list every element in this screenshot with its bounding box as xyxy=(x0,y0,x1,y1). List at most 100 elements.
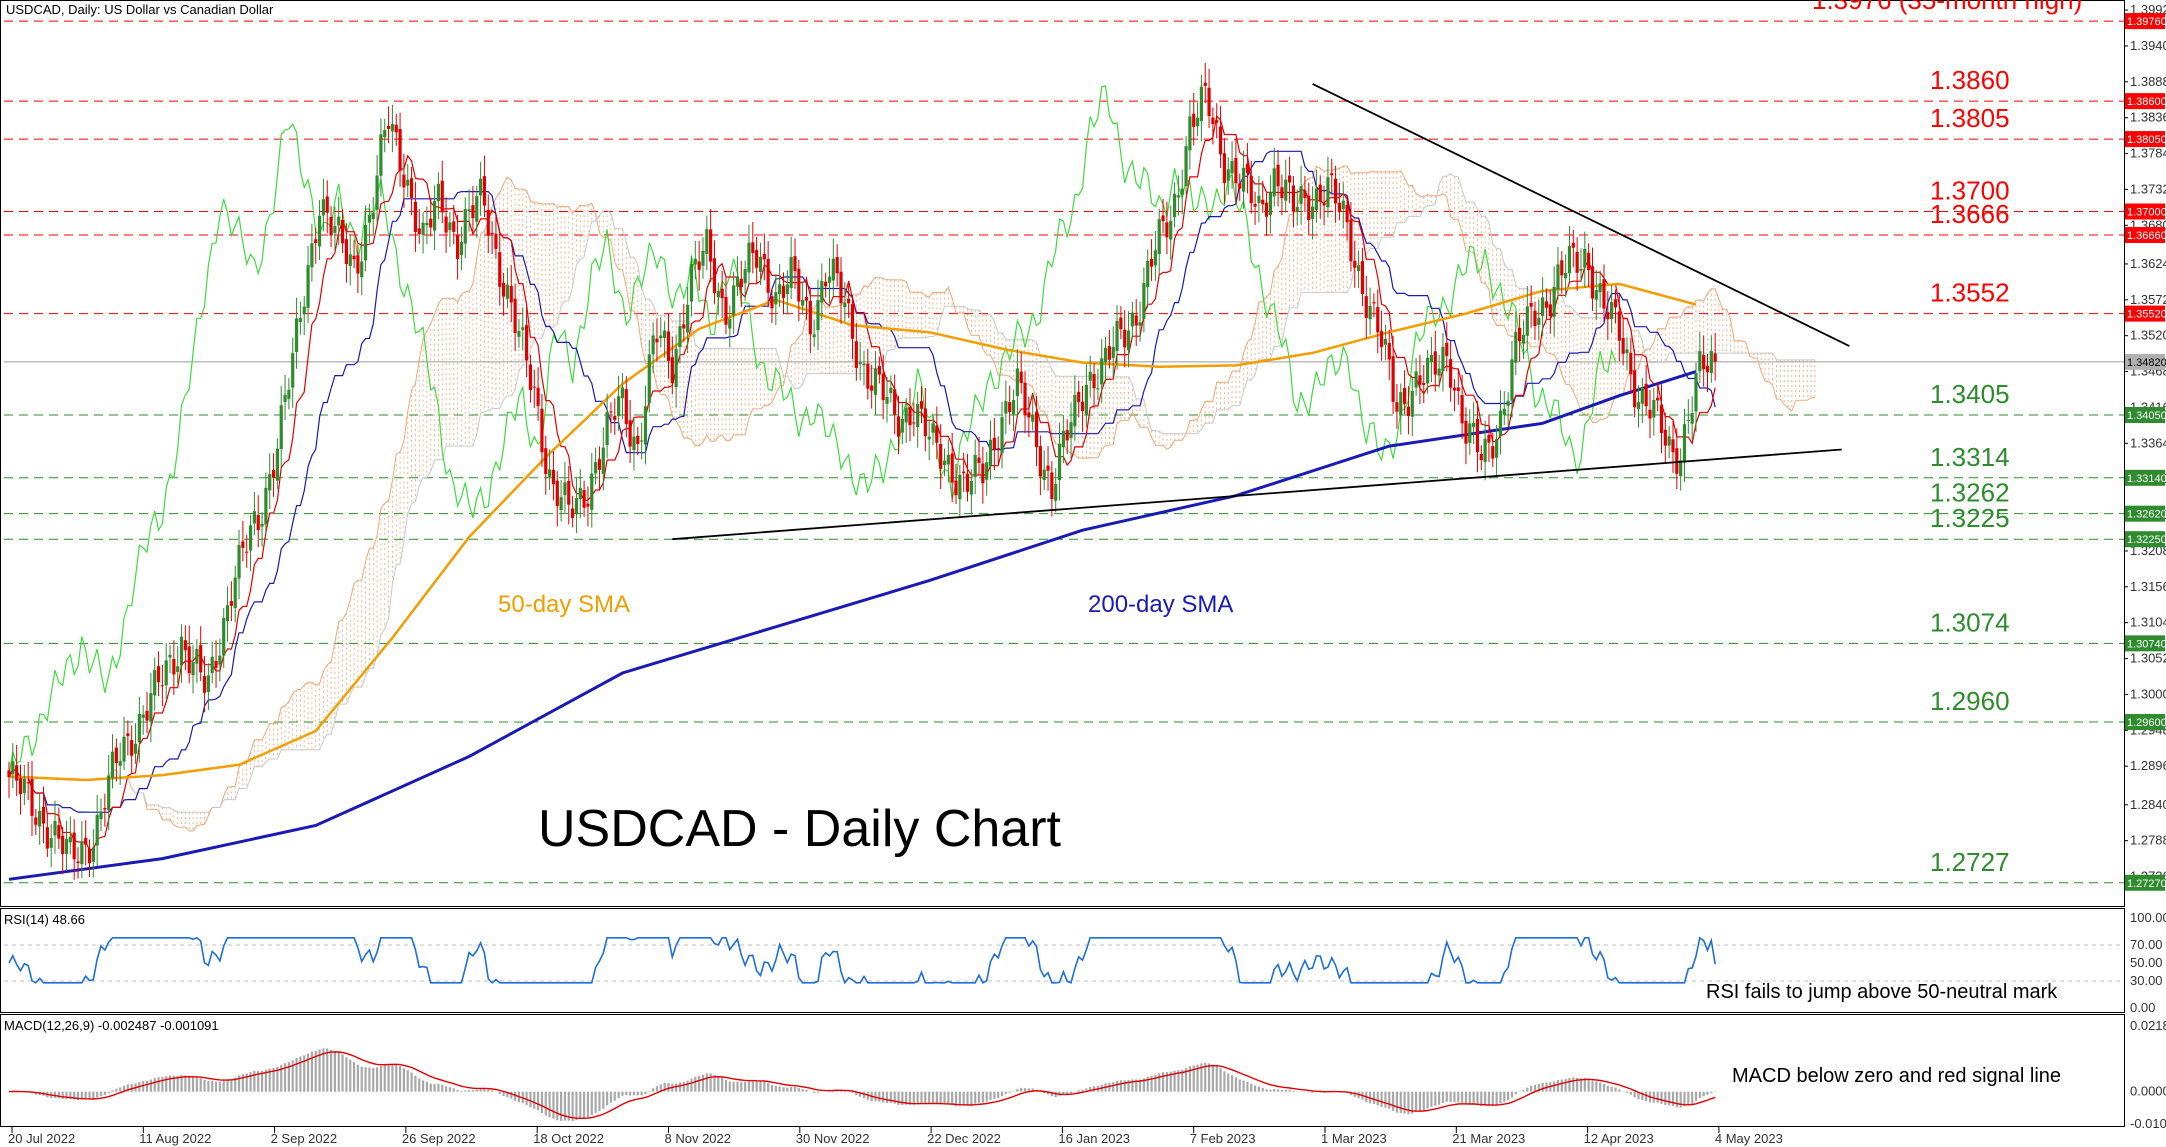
candle-body xyxy=(1353,261,1357,268)
candle-body xyxy=(1115,320,1119,351)
candle-body xyxy=(1441,346,1445,371)
candle-body xyxy=(482,176,487,206)
candle-body xyxy=(1395,402,1399,412)
candle-body xyxy=(413,201,418,232)
candle-body xyxy=(1345,204,1349,223)
candle-body xyxy=(1610,302,1614,319)
y-tick-label: 1.37320 xyxy=(2130,181,2166,196)
candle-body xyxy=(1705,365,1710,373)
candle-body xyxy=(563,482,567,496)
candle-body xyxy=(1126,330,1131,351)
candle-body xyxy=(417,228,421,235)
candle-body xyxy=(1464,420,1468,444)
x-tick-label: 30 Nov 2022 xyxy=(796,1131,870,1146)
y-tick-label: 1.28400 xyxy=(2130,797,2166,812)
candle-body xyxy=(946,454,950,465)
level-tag xyxy=(2125,13,2165,30)
candle-body xyxy=(1330,173,1334,176)
level-label: 1.3700 xyxy=(1930,176,2010,206)
candle-body xyxy=(632,436,636,451)
candle-body xyxy=(478,178,483,196)
candle-body xyxy=(1054,484,1058,501)
level-tag-text: 1.37000 xyxy=(2127,207,2166,219)
rsi-line xyxy=(8,936,1716,985)
candle-body xyxy=(475,196,479,222)
candle-body xyxy=(1226,169,1230,181)
candle-body xyxy=(340,220,345,244)
candle-body xyxy=(789,257,793,289)
candle-body xyxy=(1172,194,1177,218)
candle-body xyxy=(923,408,927,437)
candle-body xyxy=(80,841,84,865)
level-tag-text: 1.35520 xyxy=(2127,309,2166,321)
candle-body xyxy=(931,423,935,433)
y-tick-label: 1.30000 xyxy=(2130,686,2166,701)
candle-body xyxy=(962,471,966,474)
candle-body xyxy=(321,199,325,216)
candle-body xyxy=(1629,352,1633,375)
x-tick-label: 21 Mar 2023 xyxy=(1452,1131,1525,1146)
candle-body xyxy=(241,541,245,548)
candle-body xyxy=(1199,86,1203,122)
level-tag-text: 1.39760 xyxy=(2127,16,2166,28)
candle-body xyxy=(1349,219,1353,262)
candle-body xyxy=(1548,304,1552,317)
candle-body xyxy=(38,810,42,827)
candle-body xyxy=(1410,390,1414,417)
candle-body xyxy=(973,454,977,477)
candle-body xyxy=(210,656,214,674)
candle-body xyxy=(1303,190,1307,199)
level-tag-text: 1.29600 xyxy=(2127,717,2166,729)
candle-body xyxy=(252,511,256,524)
candle-body xyxy=(712,258,717,294)
candle-body xyxy=(245,551,249,553)
x-tick-label: 8 Nov 2022 xyxy=(665,1131,732,1146)
candle-body xyxy=(283,394,287,402)
candle-body xyxy=(1157,219,1161,255)
x-tick-label: 20 Jul 2022 xyxy=(8,1131,75,1146)
level-tag-text: 1.38600 xyxy=(2127,96,2166,108)
candle-body xyxy=(808,300,812,335)
candle-body xyxy=(916,403,920,428)
candle-body xyxy=(801,300,805,306)
candle-body xyxy=(452,221,456,232)
candle-body xyxy=(544,448,548,475)
candle-body xyxy=(1617,311,1621,341)
candle-body xyxy=(551,469,556,485)
candle-body xyxy=(287,389,291,399)
candle-body xyxy=(1449,359,1453,388)
candle-body xyxy=(525,325,529,361)
candle-body xyxy=(110,751,115,779)
candle-body xyxy=(689,263,694,302)
candle-body xyxy=(352,255,356,260)
candle-body xyxy=(705,229,709,254)
candle-body xyxy=(1119,317,1123,330)
candle-body xyxy=(709,229,713,262)
candle-body xyxy=(1567,246,1572,274)
candle-body xyxy=(383,130,387,138)
candle-body xyxy=(1387,343,1391,360)
candle-body xyxy=(893,389,897,415)
candle-body xyxy=(45,827,49,849)
candle-body xyxy=(1533,310,1537,327)
level-label: 1.3552 xyxy=(1930,278,2010,308)
candle-body xyxy=(390,124,395,132)
candle-body xyxy=(1648,409,1652,419)
candle-body xyxy=(225,605,230,622)
candle-body xyxy=(18,778,23,795)
candle-body xyxy=(1134,315,1138,326)
candle-body xyxy=(1656,397,1660,401)
candle-body xyxy=(429,218,433,228)
candle-body xyxy=(317,215,322,247)
candle-body xyxy=(1368,305,1372,320)
candle-body xyxy=(912,422,916,424)
candle-body xyxy=(896,416,901,437)
candle-body xyxy=(233,577,237,609)
candle-body xyxy=(1372,302,1376,304)
candle-body xyxy=(659,335,663,339)
candle-body xyxy=(1295,207,1299,212)
candle-body xyxy=(114,747,118,764)
candle-body xyxy=(981,463,985,484)
candle-body xyxy=(1598,283,1602,293)
candle-body xyxy=(444,216,448,233)
